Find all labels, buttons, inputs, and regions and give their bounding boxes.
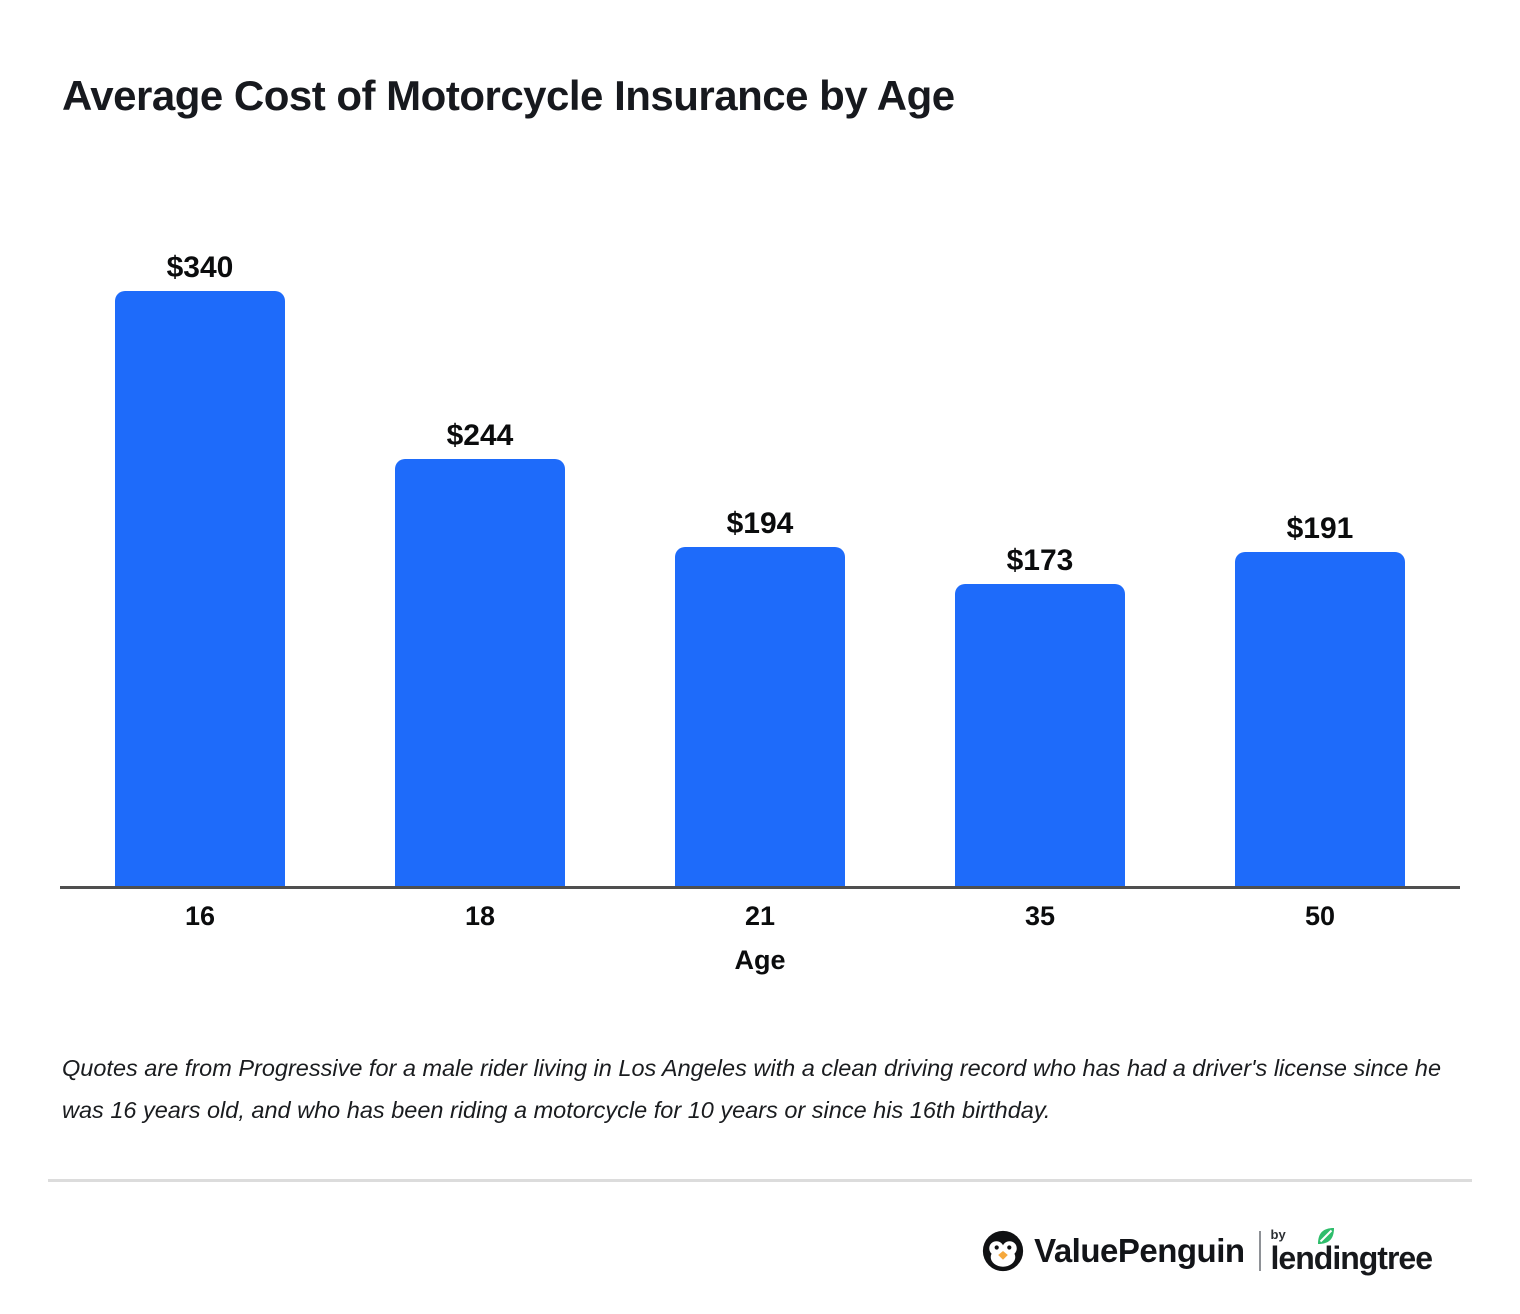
valuepenguin-wordmark: ValuePenguin <box>1034 1232 1245 1269</box>
bar-value-label: $173 <box>1006 544 1074 577</box>
chart-title: Average Cost of Motorcycle Insurance by … <box>62 72 955 119</box>
x-axis-label: Age <box>734 945 786 975</box>
x-tick-row: 16 18 21 35 50 <box>60 901 1460 932</box>
x-tick-35: 35 <box>1024 901 1056 931</box>
bar-value-label: $244 <box>446 419 514 452</box>
brand-logo: ValuePenguin by lendingtree <box>982 1227 1433 1276</box>
x-tick-50: 50 <box>1304 901 1336 931</box>
x-tick-21: 21 <box>744 901 776 931</box>
bar-chart-plot-area: $340 $244 $194 $173 $191 <box>60 187 1460 887</box>
x-tick-18: 18 <box>464 901 496 931</box>
bar-value-label: $194 <box>726 507 794 540</box>
x-tick-16: 16 <box>184 901 216 931</box>
lendingtree-block: by lendingtree <box>1270 1227 1433 1276</box>
bar-slot-35: $173 <box>900 544 1180 887</box>
bar-age-35 <box>955 584 1125 887</box>
bar-slot-18: $244 <box>340 419 620 887</box>
bar-value-label: $340 <box>166 251 234 284</box>
by-label: by <box>1270 1227 1286 1242</box>
footer-divider <box>48 1179 1472 1182</box>
bar-age-16 <box>115 291 285 887</box>
bar-age-21 <box>675 547 845 887</box>
logo-divider <box>1258 1231 1261 1271</box>
penguin-beak <box>998 1251 1008 1260</box>
lendingtree-wordmark: lendingtree <box>1270 1240 1433 1276</box>
bar-age-18 <box>395 459 565 887</box>
bar-age-50 <box>1235 552 1405 887</box>
bar-slot-16: $340 <box>60 251 340 887</box>
bar-value-label: $191 <box>1286 512 1354 545</box>
bar-slot-50: $191 <box>1180 512 1460 887</box>
leaf-icon <box>1317 1228 1334 1244</box>
x-axis-line <box>60 886 1460 889</box>
bar-slot-21: $194 <box>620 507 900 887</box>
footnote: Quotes are from Progressive for a male r… <box>62 1055 1442 1123</box>
lendingtree-word-wrap: lendingtree <box>1270 1228 1433 1276</box>
penguin-icon <box>983 1230 1024 1272</box>
